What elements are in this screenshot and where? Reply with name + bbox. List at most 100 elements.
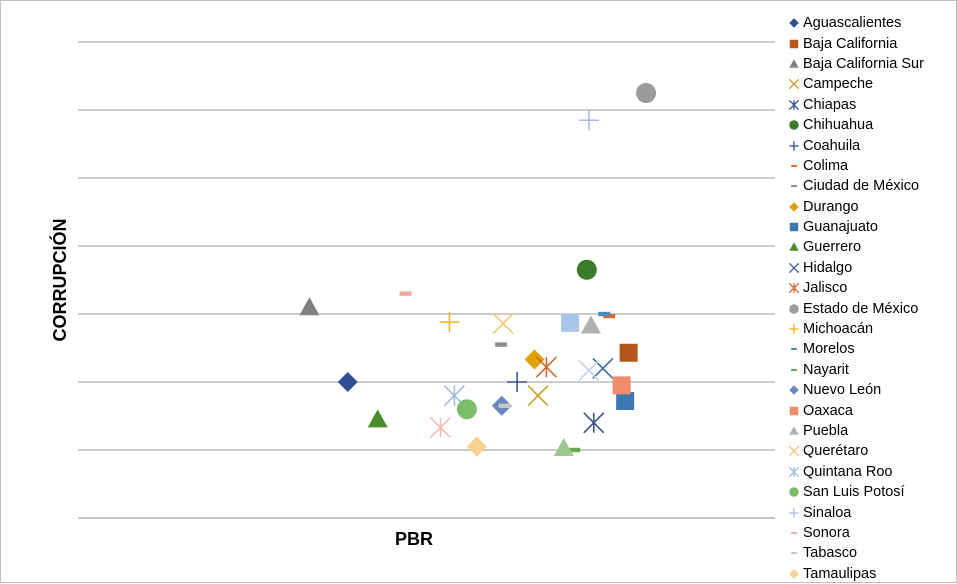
data-point-michoac-n: [439, 312, 460, 333]
data-point-guerrero: [367, 409, 388, 428]
legend-marker: [788, 446, 800, 457]
legend-item: Michoacán: [788, 319, 953, 339]
legend-item: Baja California: [788, 33, 953, 53]
data-point-aguascalientes: [337, 372, 358, 392]
legend-marker: [789, 426, 799, 435]
legend-label: Nayarit: [803, 361, 849, 378]
legend-marker: [788, 283, 800, 294]
legend-label: Tabasco: [803, 545, 858, 562]
legend-item: Guerrero: [788, 237, 953, 257]
data-point-sinaloa: [578, 110, 599, 131]
legend-item: Guanajuato: [788, 217, 953, 237]
legend-marker: [791, 368, 797, 371]
legend-marker: [789, 18, 799, 28]
legend-item: Jalisco: [788, 278, 953, 298]
data-point-quer-taro: [492, 312, 514, 335]
legend-marker: [791, 531, 797, 534]
legend-label: Quintana Roo: [803, 463, 893, 480]
legend-item: Coahuila: [788, 135, 953, 155]
legend-item: Campeche: [788, 74, 953, 94]
data-point-guanajuato: [616, 392, 635, 411]
legend-item: Colima: [788, 156, 953, 176]
legend-marker: [789, 120, 799, 130]
legend-marker: [791, 348, 797, 351]
legend-label: Puebla: [803, 423, 849, 439]
legend-label: San Luis Potosí: [803, 484, 905, 501]
legend-label: Sonora: [803, 524, 850, 541]
data-point-hidalgo: [592, 357, 614, 379]
legend-marker: [789, 303, 799, 314]
data-point: [429, 417, 451, 439]
legend-item: Querétaro: [788, 441, 953, 461]
legend-marker: [789, 507, 799, 518]
data-point: [553, 437, 574, 456]
legend-item: Puebla: [788, 421, 953, 441]
legend-marker: [789, 201, 799, 212]
data-point-baja-california-sur: [299, 297, 320, 316]
legend-label: Baja California Sur: [803, 55, 924, 72]
legend-item: Sinaloa: [788, 502, 953, 522]
legend-label: Querétaro: [803, 443, 869, 460]
legend-marker: [789, 324, 799, 334]
y-axis-title: CORRUPCIÓN: [49, 218, 70, 341]
legend-item: Ciudad de México: [788, 176, 953, 196]
data-point-sonora: [399, 291, 412, 296]
legend-label: Baja California: [803, 35, 898, 52]
legend-marker: [789, 242, 799, 252]
legend-item: Morelos: [788, 339, 953, 359]
legend-item: Chihuahua: [788, 115, 953, 135]
legend-item: Chiapas: [788, 95, 953, 115]
data-point-coahuila: [507, 372, 528, 392]
legend-item: Aguascalientes: [788, 13, 953, 33]
legend-marker: [788, 262, 800, 274]
legend-label: Hidalgo: [803, 259, 853, 276]
legend-label: Oaxaca: [803, 402, 853, 419]
legend-item: Oaxaca: [788, 400, 953, 420]
legend-label: Jalisco: [803, 280, 848, 297]
legend-label: Aguascalientes: [803, 15, 902, 32]
data-point-chiapas: [583, 412, 605, 434]
data-point-tamaulipas: [466, 436, 487, 457]
legend-item: Baja California Sur: [788, 54, 953, 74]
legend-label: Coahuila: [803, 137, 861, 154]
legend-label: Guanajuato: [803, 219, 878, 236]
data-point-ciudad-de-m-xico: [495, 342, 508, 347]
legend-item: San Luis Potosí: [788, 482, 953, 502]
data-point-morelos: [598, 311, 611, 317]
legend-marker: [789, 59, 799, 68]
legend-marker: [788, 79, 800, 90]
legend-item: Quintana Roo: [788, 462, 953, 482]
legend-item: Sonora: [788, 523, 953, 543]
data-point-estado-de-m-xico: [636, 83, 657, 103]
legend-item: Nayarit: [788, 360, 953, 380]
legend-marker: [788, 466, 800, 477]
data-point-chihuahua: [576, 259, 597, 280]
legend-marker: [791, 164, 797, 167]
legend-marker: [789, 569, 799, 579]
legend-label: Sinaloa: [803, 504, 852, 521]
data-point-oaxaca: [612, 376, 631, 395]
legend-label: Guerrero: [803, 239, 862, 256]
data-point: [561, 313, 580, 332]
legend-marker: [789, 39, 799, 48]
legend-item: Estado de México: [788, 298, 953, 318]
legend-label: Michoacán: [803, 321, 874, 338]
data-point-baja-california: [619, 343, 638, 362]
legend-marker: [791, 185, 797, 188]
legend-marker: [789, 487, 799, 497]
data-point-puebla: [580, 315, 601, 334]
legend-marker: [789, 222, 799, 232]
data-point-tabasco: [498, 403, 511, 408]
data-point-durango: [524, 349, 545, 370]
legend-label: Morelos: [803, 341, 855, 358]
legend-item: Durango: [788, 197, 953, 217]
legend-marker: [789, 140, 799, 151]
data-point-san-luis-potos-: [456, 399, 477, 420]
legend-marker: [789, 406, 799, 415]
data-point-nayarit: [568, 447, 581, 453]
legend-label: Estado de México: [803, 300, 919, 317]
legend-marker: [789, 385, 799, 395]
legend-item: Tabasco: [788, 543, 953, 563]
legend-label: Tamaulipas: [803, 565, 877, 582]
